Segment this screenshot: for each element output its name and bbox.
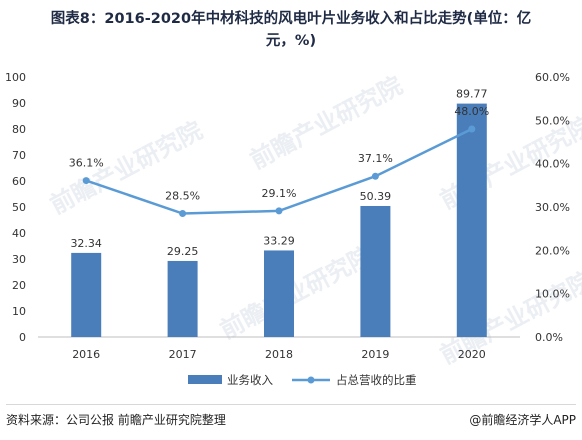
y-left-tick-label: 90 (12, 97, 26, 110)
y-left-tick-label: 80 (12, 123, 26, 136)
y-right-tick-label: 40.0% (535, 158, 570, 171)
bar (167, 260, 198, 337)
bar-value-label: 32.34 (70, 237, 102, 250)
line-point (371, 172, 379, 180)
x-tick-label: 2018 (265, 348, 293, 361)
x-tick-label: 2016 (72, 348, 100, 361)
y-right-tick-label: 50.0% (535, 114, 570, 127)
chart-title-line1: 图表8：2016-2020年中材科技的风电叶片业务收入和占比走势(单位：亿 (50, 11, 532, 27)
line-value-label: 28.5% (165, 190, 200, 203)
y-left-tick-label: 100 (5, 71, 26, 84)
bar-value-label: 29.25 (167, 245, 199, 258)
bar-value-label: 89.77 (456, 88, 488, 101)
bar-value-label: 50.39 (360, 190, 392, 203)
y-right-tick-label: 60.0% (535, 71, 570, 84)
bar (264, 250, 294, 337)
line-point (275, 207, 283, 215)
source-note: 资料来源：公司公报 前瞻产业研究院整理 (6, 413, 226, 427)
bar (456, 103, 487, 338)
y-left-tick-label: 20 (12, 279, 26, 292)
y-left-tick-label: 50 (12, 201, 26, 214)
line-value-label: 37.1% (358, 152, 393, 165)
footer-divider (6, 404, 576, 405)
line-value-label: 36.1% (69, 157, 104, 170)
line-value-label: 48.0% (454, 105, 489, 118)
y-left-tick-label: 30 (12, 253, 26, 266)
x-tick-label: 2019 (361, 348, 389, 361)
bar (360, 205, 391, 337)
x-tick-label: 2017 (169, 348, 197, 361)
y-right-tick-label: 20.0% (535, 244, 570, 257)
brand-credit: @前瞻经济学人APP (469, 413, 576, 427)
y-left-tick-label: 70 (12, 149, 26, 162)
x-tick-label: 2020 (458, 348, 486, 361)
legend-bar-label: 业务收入 (227, 373, 273, 387)
legend-line-marker (307, 376, 315, 384)
line-point (82, 177, 90, 185)
y-left-tick-label: 0 (19, 331, 26, 344)
y-left-tick-label: 60 (12, 175, 26, 188)
legend-line-label: 占总营收的比重 (336, 373, 417, 387)
line-point (468, 125, 476, 133)
bar-value-label: 33.29 (263, 234, 295, 247)
watermark-text: 前瞻产业研究院 (216, 241, 377, 345)
line-point (179, 210, 187, 217)
legend-bar-swatch (188, 375, 222, 384)
bar (71, 252, 102, 337)
y-right-tick-label: 30.0% (535, 201, 570, 214)
line-value-label: 29.1% (262, 187, 297, 200)
y-left-tick-label: 10 (12, 305, 26, 318)
y-left-tick-label: 40 (12, 227, 26, 240)
chart-title: 图表8：2016-2020年中材科技的风电叶片业务收入和占比走势(单位：亿 元，… (8, 8, 574, 52)
chart-title-line2: 元，%) (265, 33, 317, 49)
y-right-tick-label: 10.0% (535, 288, 570, 301)
y-right-tick-label: 0.0% (535, 331, 563, 344)
